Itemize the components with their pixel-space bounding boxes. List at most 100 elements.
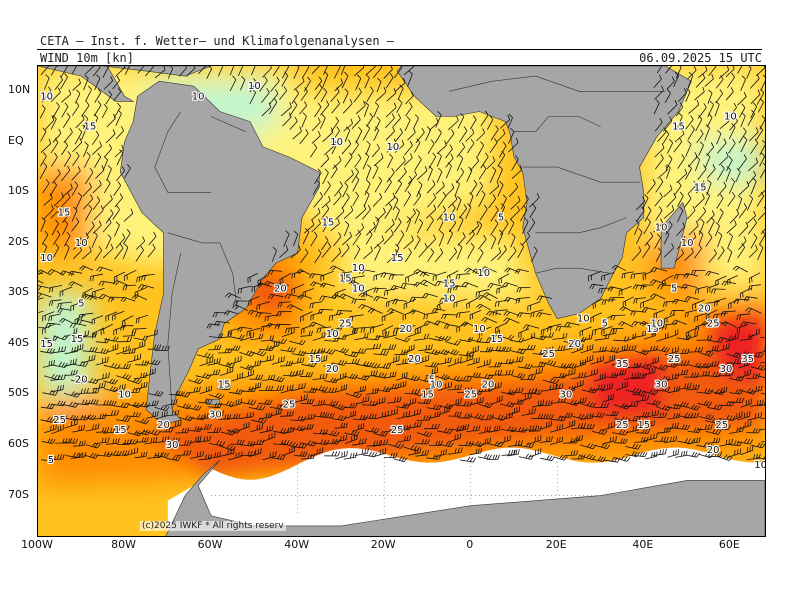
wind-barb-36 bbox=[656, 66, 663, 74]
wind-barb-84 bbox=[41, 86, 52, 103]
wind-barb-1004 bbox=[334, 347, 349, 354]
wind-barb-1380 bbox=[683, 412, 699, 419]
wind-barb-12 bbox=[167, 66, 174, 79]
wind-barb-52 bbox=[94, 74, 101, 91]
wind-barb-541 bbox=[342, 231, 352, 246]
wind-speed-label: 10 bbox=[443, 213, 456, 224]
wind-barb-299 bbox=[486, 156, 496, 170]
wind-barb-1121 bbox=[133, 372, 148, 380]
wind-barb-773 bbox=[527, 301, 541, 312]
wind-barb-585 bbox=[290, 245, 301, 259]
africa bbox=[396, 66, 692, 320]
wind-barb-825 bbox=[455, 311, 470, 318]
wind-barb-1585 bbox=[633, 451, 648, 458]
wind-barb-636 bbox=[267, 269, 283, 276]
wind-barb-202 bbox=[115, 126, 124, 140]
wind-barb-514 bbox=[665, 220, 673, 235]
wind-barb-117 bbox=[750, 89, 761, 104]
wind-barb-1066 bbox=[290, 357, 305, 365]
wind-barb-67 bbox=[355, 74, 362, 91]
wind-barb-465 bbox=[520, 205, 528, 222]
wind-barb-418 bbox=[488, 194, 497, 209]
wind-barb-1502 bbox=[497, 435, 511, 445]
wind-barb-574 bbox=[63, 243, 70, 260]
wind-barb-311 bbox=[747, 157, 759, 172]
wind-barb-906 bbox=[671, 319, 687, 325]
wind-barb-885 bbox=[456, 322, 469, 333]
wind-barb-1553 bbox=[300, 453, 316, 460]
wind-barb-1249 bbox=[50, 400, 66, 407]
wind-speed-label: 15 bbox=[114, 425, 127, 436]
wind-barb-733 bbox=[38, 297, 44, 300]
wind-barb-581 bbox=[135, 245, 144, 262]
wind-barb-1593 bbox=[717, 454, 733, 461]
wind-barb-1432 bbox=[500, 426, 517, 433]
wind-barb-199 bbox=[81, 124, 87, 141]
wind-barb-519 bbox=[714, 222, 720, 237]
wind-barb-1218 bbox=[457, 387, 473, 393]
wind-barb-807 bbox=[264, 314, 279, 322]
wind-barb-1365 bbox=[531, 413, 546, 420]
wind-barb-1521 bbox=[696, 442, 713, 449]
wind-barb-706 bbox=[413, 282, 428, 288]
wind-speed-label: 10 bbox=[754, 460, 765, 471]
wind-barb-34 bbox=[394, 66, 403, 79]
wind-barb-365 bbox=[352, 175, 360, 192]
wind-barb-1192 bbox=[187, 386, 201, 394]
wind-barb-1273 bbox=[300, 398, 315, 405]
wind-barb-1000 bbox=[291, 350, 307, 357]
wind-barb-306 bbox=[695, 155, 701, 172]
wind-barb-1029 bbox=[592, 346, 607, 353]
wind-barb-434 bbox=[746, 194, 754, 211]
wind-barb-550 bbox=[438, 230, 445, 247]
wind-barb-247 bbox=[341, 139, 352, 155]
wind-barb-111 bbox=[685, 88, 691, 103]
wind-barb-1155 bbox=[520, 374, 536, 381]
wind-barb-422 bbox=[529, 192, 540, 208]
wind-barb-383 bbox=[663, 184, 673, 198]
wind-barb-1051 bbox=[95, 356, 109, 366]
wind-barb-602 bbox=[467, 242, 475, 259]
wind-barb-266 bbox=[673, 137, 683, 153]
wind-barb-1514 bbox=[625, 443, 641, 450]
wind-barb-777 bbox=[608, 297, 625, 303]
wind-barb-57 bbox=[249, 78, 257, 93]
wind-barb-320 bbox=[116, 166, 126, 181]
wind-barb-1577 bbox=[553, 454, 568, 461]
wind-barb-112 bbox=[694, 86, 705, 101]
wind-speed-label: 10 bbox=[650, 319, 663, 330]
wind-barb-1068 bbox=[314, 355, 328, 364]
wind-barb-598 bbox=[427, 248, 435, 262]
wind-barb-13 bbox=[179, 66, 188, 77]
wind-barb-317 bbox=[85, 167, 94, 185]
wind-barb-1463 bbox=[94, 437, 110, 444]
wind-barb-904 bbox=[651, 326, 665, 336]
wind-barb-549 bbox=[427, 234, 436, 248]
wind-barb-734 bbox=[38, 292, 52, 298]
wind-barb-609 bbox=[631, 246, 642, 262]
wind-speed-label: 10 bbox=[430, 379, 443, 390]
wind-barb-1448 bbox=[665, 422, 679, 430]
wind-barb-1042 bbox=[726, 352, 742, 359]
wind-barb-464 bbox=[509, 205, 520, 220]
wind-barb-539 bbox=[321, 236, 329, 251]
wind-barb-1302 bbox=[602, 393, 614, 403]
wind-barb-341 bbox=[511, 164, 523, 179]
wind-barb-203 bbox=[292, 126, 302, 140]
wind-speed-label: 30 bbox=[209, 410, 222, 421]
wind-barb-812 bbox=[317, 309, 333, 315]
wind-barb-304 bbox=[677, 154, 685, 169]
wind-barb-1144 bbox=[404, 375, 420, 382]
graticule bbox=[211, 444, 644, 516]
wind-speed-label: 15 bbox=[672, 122, 685, 133]
wind-barb-567 bbox=[717, 231, 723, 248]
wind-speed-label: 15 bbox=[637, 420, 650, 431]
wind-barb-8 bbox=[124, 66, 131, 75]
wind-barb-213 bbox=[395, 127, 403, 142]
wind-barb-844 bbox=[694, 313, 708, 322]
wind-barb-1011 bbox=[403, 344, 415, 354]
wind-barb-958 bbox=[552, 332, 568, 340]
wind-barb-1265 bbox=[219, 400, 235, 407]
wind-barb-78 bbox=[704, 73, 714, 87]
